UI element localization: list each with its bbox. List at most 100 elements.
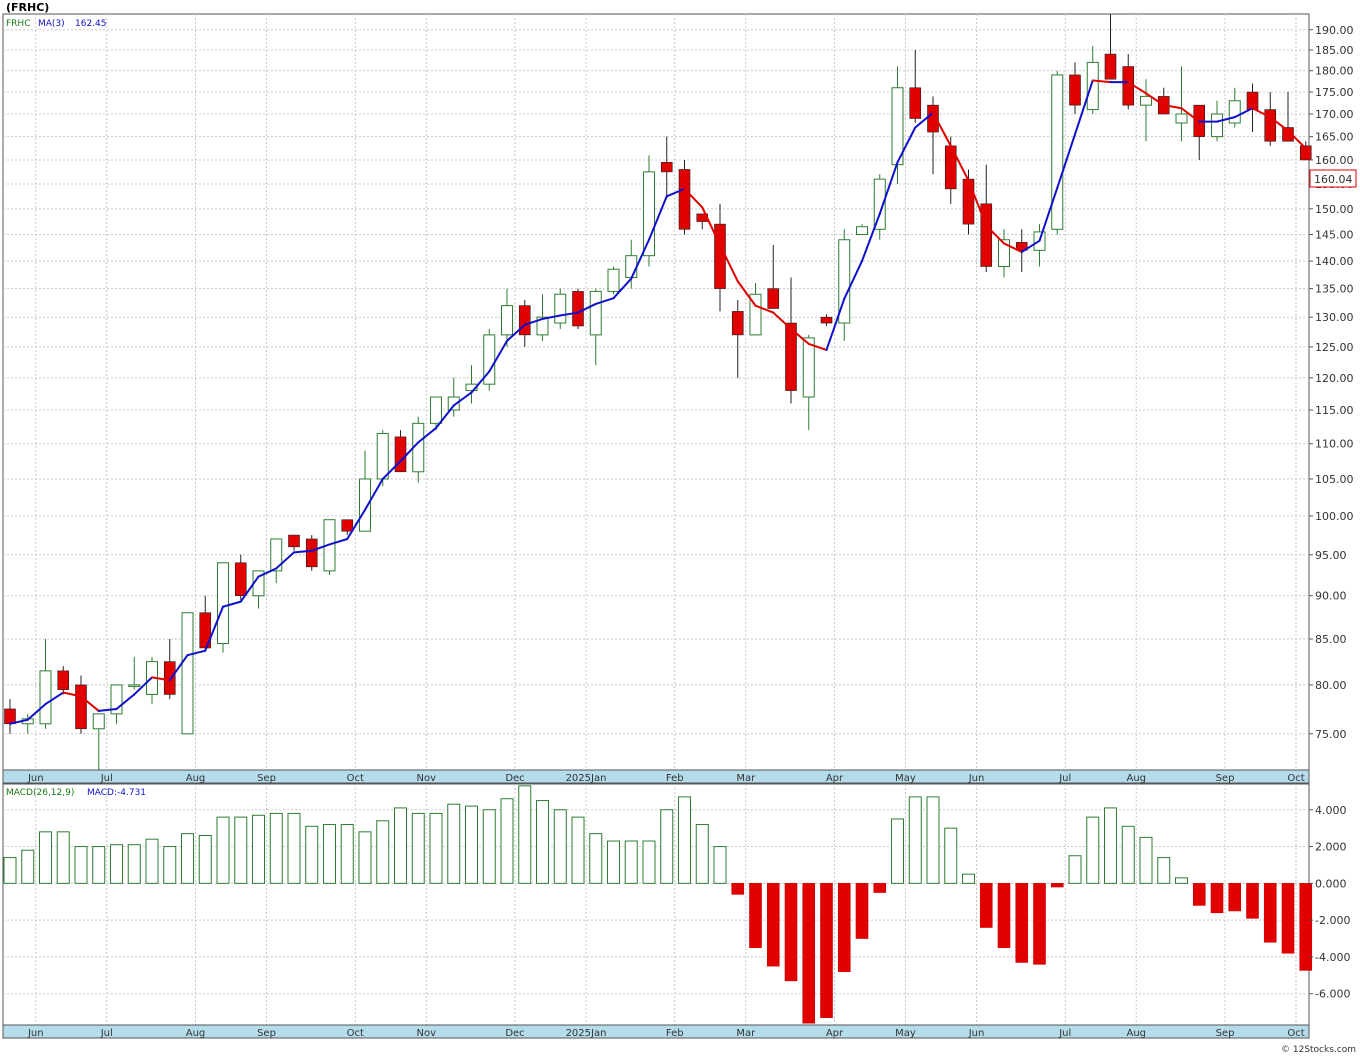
candle-body — [1086, 61, 1099, 111]
candle-body — [75, 684, 87, 730]
macd-bar — [181, 833, 194, 884]
down-candle — [678, 159, 691, 235]
macd-bar — [1015, 883, 1029, 963]
price-y-tick-label: 85.00 — [1315, 633, 1347, 646]
ma-segment — [807, 342, 828, 351]
candle-body — [288, 534, 300, 548]
ma-segment — [967, 179, 988, 227]
ma-segment — [1145, 92, 1165, 107]
down-candle — [341, 519, 354, 536]
macd-bar — [1086, 816, 1100, 884]
macd-bar — [3, 857, 17, 884]
macd-bar — [1157, 857, 1171, 884]
ma-segment — [151, 676, 171, 682]
up-candle — [110, 684, 123, 724]
macd-bar — [1263, 883, 1277, 943]
ma-line — [9, 79, 1307, 725]
down-candle — [1104, 14, 1117, 80]
macd-y-tick-label: -6.000 — [1315, 988, 1350, 1001]
macd-bar — [1121, 825, 1135, 884]
x-tick-label: Sep — [257, 773, 276, 784]
watermark: © 12Stocks.com — [1281, 1045, 1356, 1055]
x-tick-label: Apr — [826, 773, 844, 784]
ma-segment — [878, 161, 899, 215]
candle-body — [181, 612, 194, 735]
x-tick-label: Nov — [416, 773, 436, 784]
ma-segment — [1287, 129, 1307, 150]
up-candle — [1086, 45, 1099, 115]
ma-segment — [328, 537, 349, 546]
x-tick-label: Feb — [666, 1028, 684, 1039]
ma-segment — [985, 224, 1005, 245]
macd-y-tick-label: -2.000 — [1315, 914, 1350, 927]
ma-segment — [736, 280, 757, 307]
ma-segment — [168, 654, 189, 682]
price-y-tick-label: 175.00 — [1315, 86, 1354, 99]
macd-bar — [198, 835, 212, 884]
up-candle — [39, 639, 52, 729]
candle-body — [607, 268, 620, 292]
macd-bar — [1246, 883, 1259, 919]
macd-x-axis-band — [2, 1024, 1310, 1039]
candle-body — [305, 538, 318, 568]
candle-body — [359, 478, 371, 532]
up-candle — [856, 224, 868, 235]
down-candle — [163, 639, 176, 700]
ma-segment — [222, 600, 242, 608]
candle-body — [678, 169, 691, 230]
x-tick-label: Nov — [416, 1028, 436, 1039]
ma-segment — [470, 370, 491, 394]
up-candle — [998, 229, 1010, 278]
up-candle — [270, 538, 283, 584]
macd-bar — [660, 809, 674, 884]
candle-body — [820, 316, 833, 324]
candle-body — [1228, 100, 1241, 124]
price-y-tick-label: 180.00 — [1315, 65, 1354, 78]
ma-legend-label: MA(3) — [38, 19, 65, 29]
ma-segment — [772, 311, 792, 330]
price-y-tick-label: 80.00 — [1315, 679, 1347, 692]
ma-segment — [648, 195, 668, 241]
down-candle — [660, 136, 673, 199]
ma-segment — [1127, 81, 1147, 95]
candle-body — [643, 171, 655, 257]
ma-segment — [186, 649, 207, 657]
price-plot-area — [2, 13, 1310, 771]
x-tick-label: Oct — [1287, 773, 1304, 784]
candle-body — [501, 305, 513, 336]
price-y-axis: 75.00 80.00 85.00 90.00 95.00 100.00 105.00 110… — [1309, 24, 1354, 741]
macd-bar — [536, 800, 549, 884]
macd-bar — [216, 816, 230, 884]
up-candle — [643, 155, 655, 267]
down-candle — [234, 554, 247, 600]
macd-bar — [624, 840, 638, 884]
macd-bar — [358, 831, 372, 884]
ma-segment — [825, 297, 846, 351]
up-candle — [447, 377, 460, 417]
candle-body — [767, 288, 780, 309]
candle-body — [234, 562, 247, 597]
price-y-tick-label: 95.00 — [1315, 549, 1347, 562]
up-candle — [554, 288, 567, 329]
macd-bar — [429, 812, 443, 884]
price-panel: 75.00 80.00 85.00 90.00 95.00 100.00 105.00 110… — [2, 13, 1357, 784]
macd-bar — [908, 796, 922, 884]
candle-body — [128, 684, 141, 687]
macd-bar — [1228, 883, 1242, 912]
price-y-tick-label: 170.00 — [1315, 108, 1354, 121]
candle-body — [447, 396, 460, 411]
macd-bar — [1104, 807, 1117, 884]
ma-segment — [790, 327, 810, 345]
price-y-tick-label: 185.00 — [1315, 44, 1354, 57]
down-candle — [927, 96, 939, 175]
macd-bar — [127, 844, 141, 884]
ma-segment — [26, 703, 47, 721]
macd-bar — [1139, 836, 1153, 884]
last-price-label: 160.04 — [1314, 173, 1353, 186]
up-candle — [1051, 70, 1064, 235]
candle-body — [714, 223, 726, 289]
candle-body — [376, 432, 389, 480]
ma-segment — [612, 277, 633, 300]
macd-bar — [695, 823, 709, 884]
